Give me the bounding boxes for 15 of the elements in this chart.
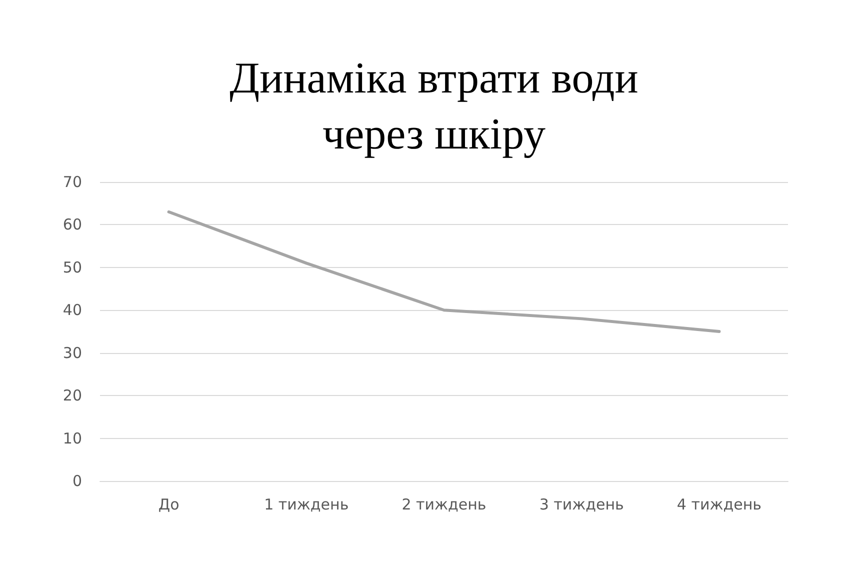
- x-tick-label: 1 тиждень: [264, 496, 349, 514]
- y-tick-label: 40: [62, 301, 82, 320]
- y-tick-label: 70: [62, 173, 82, 191]
- y-tick-label: 50: [62, 258, 82, 276]
- y-tick-label: 30: [62, 344, 82, 362]
- y-tick-label: 0: [72, 472, 82, 490]
- x-tick-label: До: [158, 496, 180, 514]
- y-tick-label: 20: [62, 386, 82, 405]
- x-tick-label: 4 тиждень: [676, 496, 762, 514]
- line-series: [167, 210, 721, 333]
- x-tick-label: 3 тиждень: [539, 496, 624, 514]
- chart-title: Динаміка втрати води через шкіру: [230, 54, 638, 158]
- y-tick-label: 10: [62, 429, 82, 448]
- y-tick-label: 60: [62, 216, 82, 234]
- x-tick-label: 2 тиждень: [402, 496, 486, 514]
